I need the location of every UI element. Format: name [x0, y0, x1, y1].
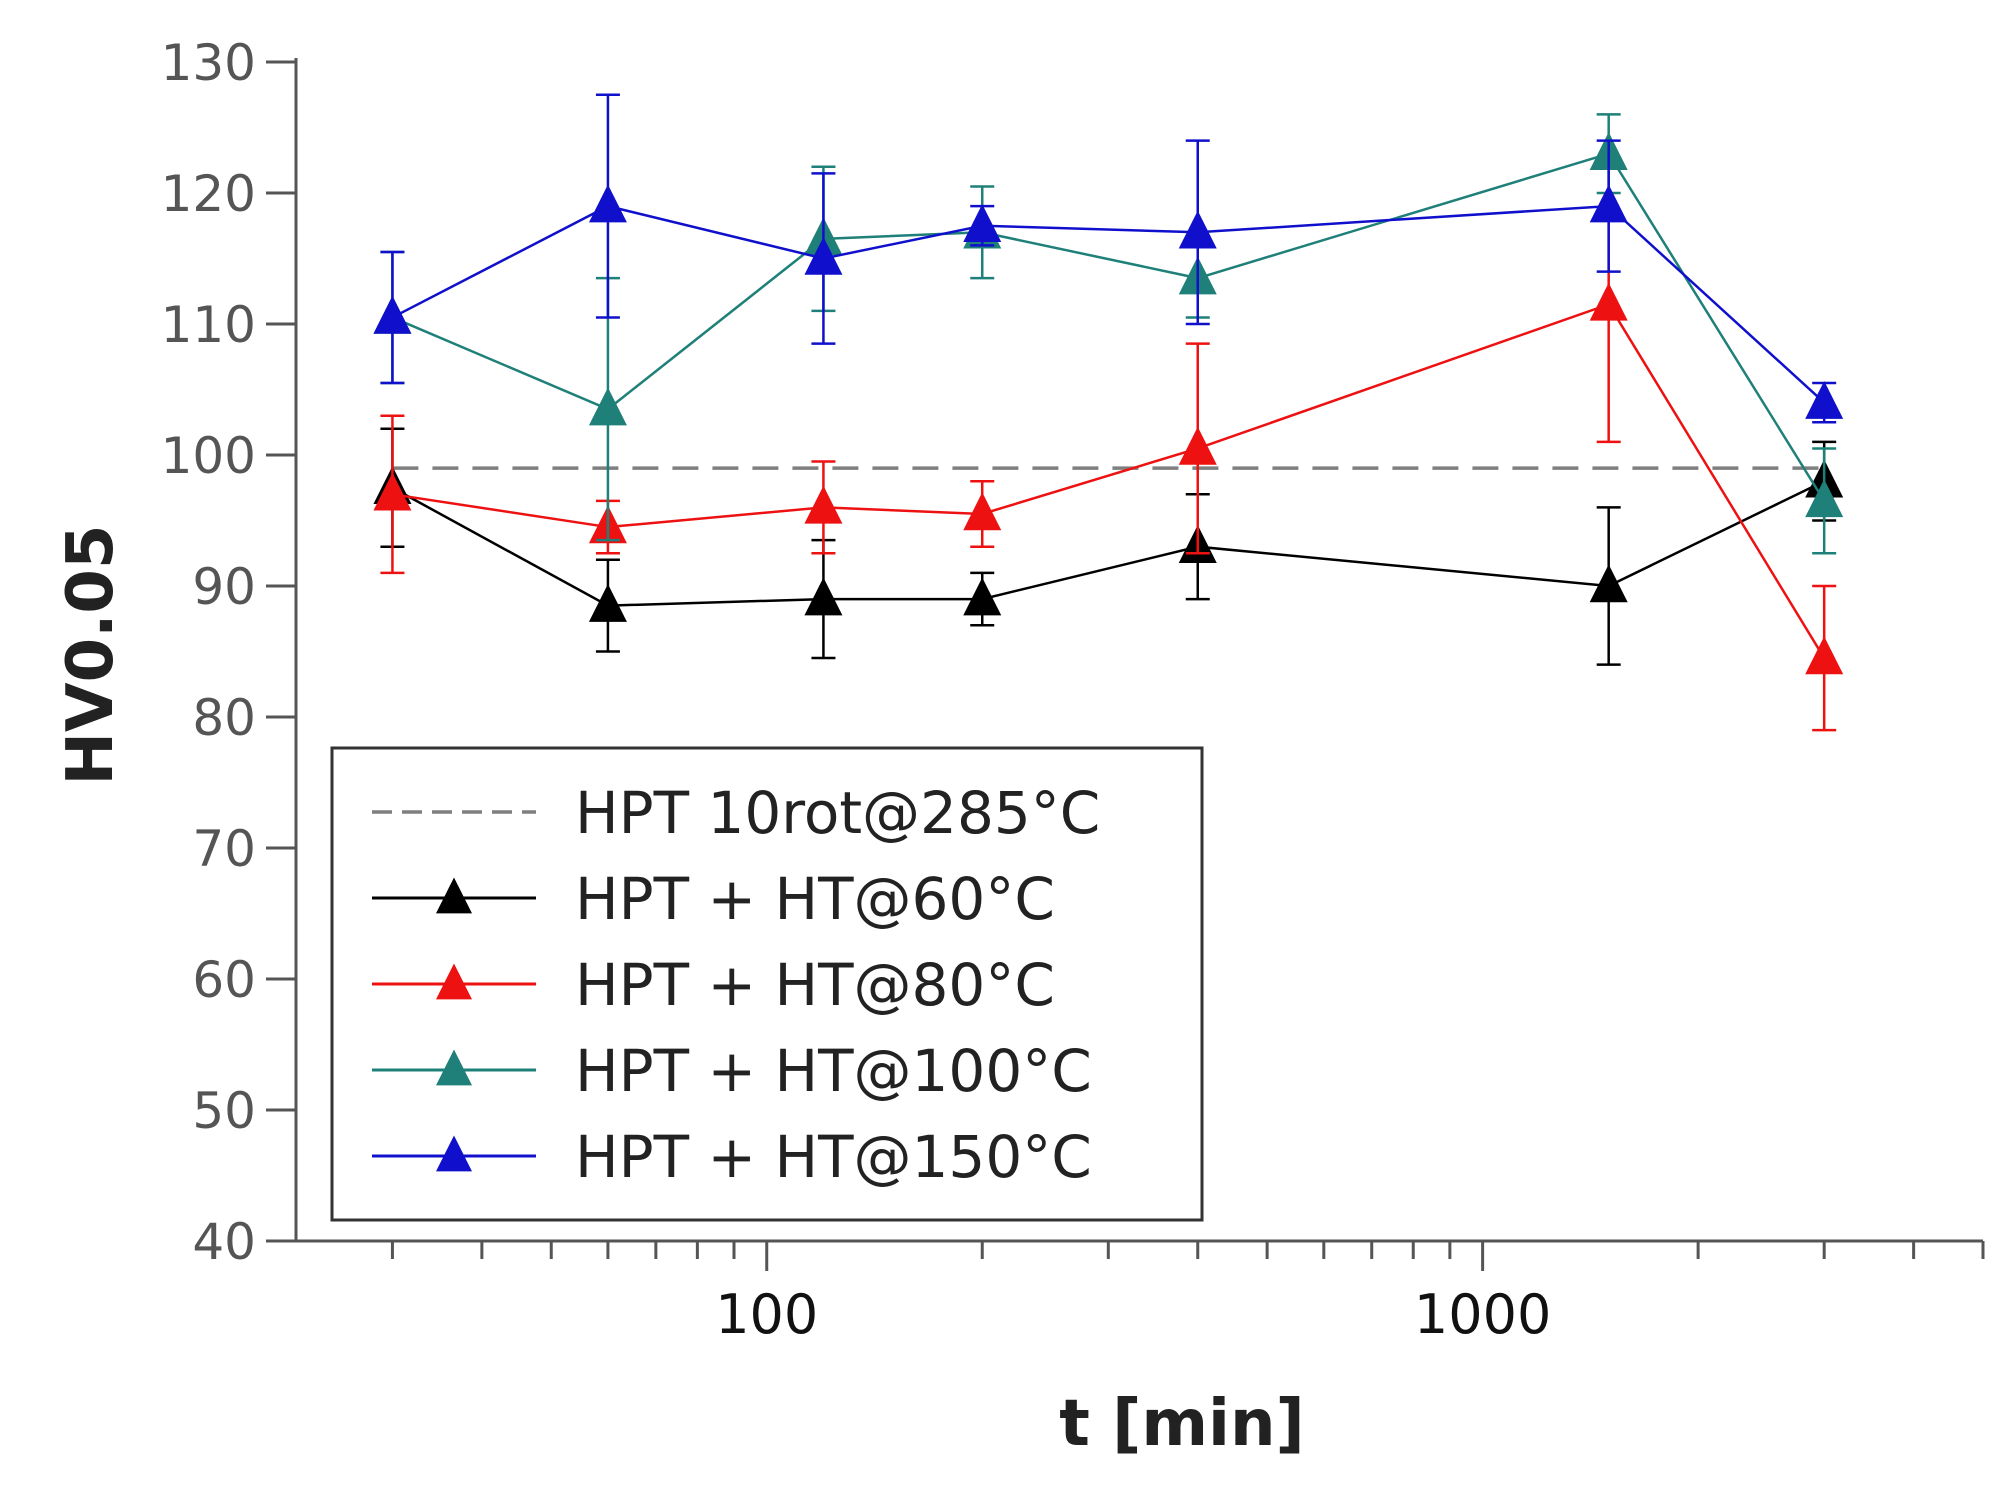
data-point — [1589, 564, 1628, 603]
y-tick-label: 80 — [192, 689, 256, 747]
series-group — [373, 93, 1844, 424]
data-point — [1805, 636, 1844, 675]
data-point — [963, 204, 1002, 242]
y-tick-label: 60 — [192, 951, 256, 1009]
data-point — [804, 485, 843, 524]
y-tick-label: 40 — [192, 1213, 256, 1271]
legend-swatch-marker — [436, 877, 472, 914]
x-tick-label: 1000 — [1414, 1283, 1551, 1346]
data-point — [1589, 184, 1628, 223]
legend-swatch-marker — [436, 963, 472, 1000]
data-point — [1178, 426, 1217, 465]
y-tick-label: 90 — [192, 558, 256, 616]
legend: HPT 10rot@285°C HPT + HT@60°C HPT + HT@80°… — [330, 746, 1204, 1222]
data-point — [588, 583, 627, 622]
x-tick-label: 100 — [715, 1283, 818, 1346]
y-tick-label: 70 — [192, 820, 256, 878]
data-point — [373, 295, 412, 334]
y-axis-title: HV0.05 — [54, 525, 128, 786]
data-point — [1805, 380, 1844, 419]
data-point — [804, 577, 843, 616]
legend-label: HPT + HT@150°C — [575, 1123, 1092, 1191]
legend-label: HPT + HT@80°C — [575, 951, 1055, 1019]
plot-area — [373, 93, 1844, 732]
y-tick-label: 130 — [161, 34, 256, 92]
legend-label: HPT 10rot@285°C — [575, 779, 1100, 847]
data-point — [963, 577, 1002, 616]
data-point — [1178, 210, 1217, 249]
y-tick-label: 120 — [161, 165, 256, 223]
ticks: 40 50 60 70 80 90 100 110 120 130 100 1000 — [161, 34, 1985, 1346]
legend-swatch-marker — [436, 1135, 472, 1172]
y-tick-label: 100 — [161, 427, 256, 485]
data-point — [963, 492, 1002, 531]
axes — [294, 58, 1983, 1243]
y-tick-label: 110 — [161, 296, 256, 354]
legend-label: HPT + HT@100°C — [575, 1037, 1092, 1105]
data-point — [1805, 479, 1844, 518]
x-axis-title: t [min] — [1059, 1387, 1305, 1461]
data-point — [804, 236, 843, 275]
data-point — [588, 184, 627, 223]
legend-label: HPT + HT@60°C — [575, 865, 1055, 933]
data-point — [588, 387, 627, 426]
y-tick-label: 50 — [192, 1082, 256, 1140]
legend-swatch-marker — [436, 1049, 472, 1086]
data-point — [1589, 282, 1628, 321]
data-point — [373, 472, 412, 511]
